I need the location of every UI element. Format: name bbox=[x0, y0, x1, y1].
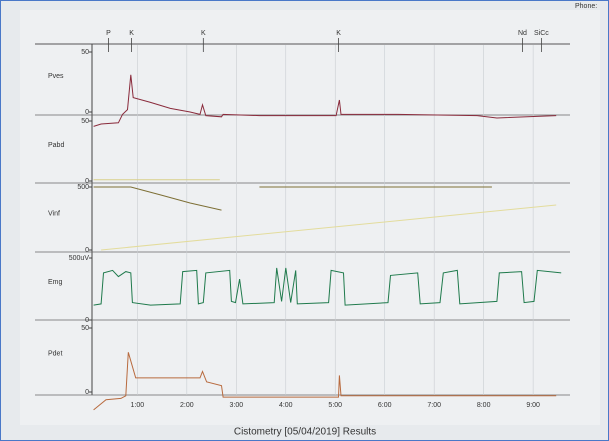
y-tick-label: 500 bbox=[77, 184, 89, 191]
panel-title: Pabd bbox=[48, 142, 64, 149]
y-tick-label: 0 bbox=[85, 109, 89, 116]
event-label: P bbox=[106, 30, 111, 37]
event-label: Nd bbox=[518, 30, 527, 37]
event-label: K bbox=[336, 30, 341, 37]
x-tick-label: 7:00 bbox=[427, 402, 441, 409]
y-tick-label: 50 bbox=[81, 325, 89, 332]
panel-title: Emg bbox=[48, 279, 63, 286]
y-tick-label: 0 bbox=[85, 389, 89, 396]
event-label: K bbox=[201, 30, 206, 37]
event-label: K bbox=[129, 30, 134, 37]
x-tick-label: 9:00 bbox=[526, 402, 540, 409]
x-tick-label: 5:00 bbox=[328, 402, 342, 409]
x-tick-label: 8:00 bbox=[477, 402, 491, 409]
x-tick-label: 1:00 bbox=[131, 402, 145, 409]
x-tick-label: 3:00 bbox=[229, 402, 243, 409]
panel-title: Pdet bbox=[48, 350, 62, 357]
phone-label: Phone: bbox=[575, 3, 597, 10]
y-tick-label: 50 bbox=[81, 49, 89, 56]
page: Phone: Cistometry [05/04/2019] Results 1… bbox=[0, 0, 609, 441]
x-tick-label: 2:00 bbox=[180, 402, 194, 409]
y-tick-label: 0 bbox=[85, 317, 89, 324]
x-tick-label: 6:00 bbox=[378, 402, 392, 409]
x-tick-label: 4:00 bbox=[279, 402, 293, 409]
panel-title: Pves bbox=[48, 73, 64, 80]
footer-title: Cistometry [05/04/2019] Results bbox=[234, 427, 376, 438]
event-label: SiCc bbox=[534, 30, 549, 37]
panel-title: Vinf bbox=[48, 210, 60, 217]
chart: Phone: Cistometry [05/04/2019] Results 1… bbox=[0, 0, 609, 441]
y-tick-label: 50 bbox=[81, 118, 89, 125]
paper bbox=[20, 10, 600, 425]
y-tick-label: 500uV bbox=[69, 255, 90, 262]
y-tick-label: 0 bbox=[85, 247, 89, 254]
